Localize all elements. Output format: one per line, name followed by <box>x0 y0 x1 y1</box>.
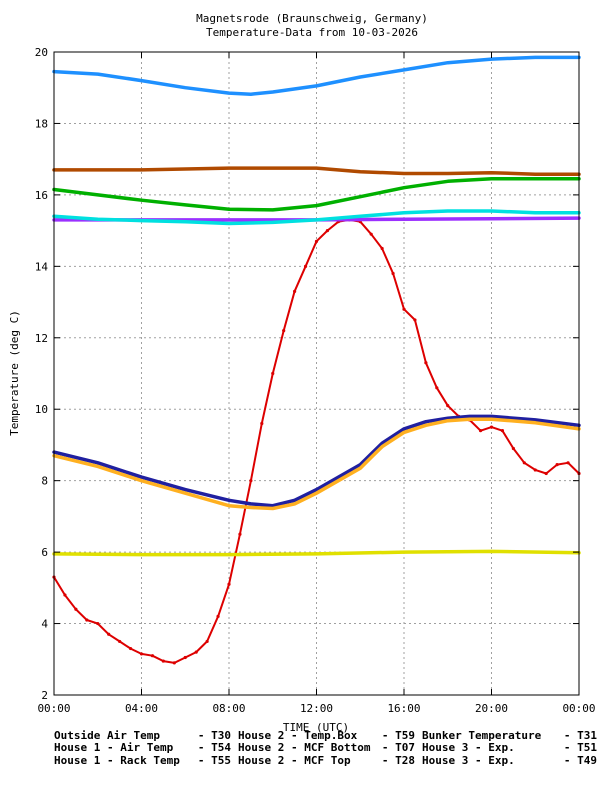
y-tick-label: 16 <box>35 189 48 202</box>
data-point-t30 <box>107 632 111 636</box>
chart-subtitle: Temperature-Data from 10-03-2026 <box>206 26 418 39</box>
y-tick-label: 8 <box>41 475 48 488</box>
y-tick-label: 18 <box>35 117 48 130</box>
data-point-t30 <box>522 461 526 465</box>
legend-entry-code: - T54 <box>198 741 231 754</box>
legend-entry-name: Outside Air Temp <box>54 729 160 742</box>
data-point-t30 <box>260 421 264 426</box>
x-tick-label: 16:00 <box>387 702 420 715</box>
data-point-t30 <box>85 618 89 622</box>
data-point-t30 <box>380 246 384 251</box>
data-point-t30 <box>63 593 67 597</box>
data-point-t30 <box>325 229 330 233</box>
legend-entry-code: - T59 <box>382 729 415 742</box>
series-line-t51 <box>52 414 581 508</box>
data-point-t30 <box>500 429 505 433</box>
data-point-t30 <box>369 232 373 236</box>
data-point-t30 <box>435 386 439 390</box>
data-point-t30 <box>446 404 450 408</box>
legend-entry-name: Bunker Temperature <box>422 729 542 742</box>
data-point-t30 <box>282 329 286 333</box>
legend-entry-code: - T49 <box>564 754 597 767</box>
series-line-t49 <box>52 417 581 511</box>
series-line-t55 <box>52 55 581 96</box>
x-tick-label: 00:00 <box>562 702 595 715</box>
y-tick-label: 6 <box>41 546 48 559</box>
data-point-t30 <box>227 582 231 586</box>
data-point-t30 <box>544 471 548 476</box>
legend-entry-name: House 3 - Exp. <box>422 741 515 754</box>
data-point-t30 <box>314 239 319 243</box>
grid-lines <box>54 52 579 695</box>
x-tick-label: 04:00 <box>125 702 158 715</box>
data-point-t30 <box>249 479 253 483</box>
data-point-t30 <box>303 264 308 268</box>
data-point-t30 <box>183 655 187 660</box>
data-point-t30 <box>424 361 428 365</box>
data-point-t30 <box>533 468 537 472</box>
legend-entry-code: - T07 <box>382 741 415 754</box>
legend-entry-name: House 2 - Temp.Box <box>238 729 358 742</box>
data-point-t30 <box>118 639 122 644</box>
legend-entry-name: House 2 - MCF Bottom <box>238 741 371 754</box>
x-tick-label: 00:00 <box>37 702 70 715</box>
series-line-t54 <box>52 177 581 212</box>
x-tick-label: 20:00 <box>475 702 508 715</box>
data-point-t30 <box>74 607 78 611</box>
data-point-t30 <box>511 446 515 451</box>
legend-entry-code: - T30 <box>198 729 231 742</box>
y-tick-label: 10 <box>35 403 48 416</box>
x-axis-label: TIME (UTC) <box>283 721 349 734</box>
data-point-t30 <box>413 318 417 322</box>
y-axis-label: Temperature (deg C) <box>8 310 21 436</box>
axis-ticks: 2 4 6 8 10 12 14 16 18 20 00:00 04:00 08:00 12:00 16:0… <box>35 46 596 715</box>
y-tick-label: 4 <box>41 618 48 631</box>
data-point-t30 <box>161 659 165 663</box>
x-tick-label: 08:00 <box>212 702 245 715</box>
legend-entry-name: House 1 - Air Temp <box>54 741 174 754</box>
data-point-t30 <box>194 650 198 654</box>
legend-entry-code: - T51 <box>564 741 597 754</box>
data-point-t30 <box>293 289 297 293</box>
series-line-t07 <box>52 209 581 226</box>
legend-entry-name: House 1 - Rack Temp <box>54 754 180 767</box>
series-line-t31 <box>52 549 581 557</box>
data-point-t30 <box>150 654 155 658</box>
data-point-t30 <box>391 271 395 276</box>
y-tick-label: 12 <box>35 332 48 345</box>
data-point-t30 <box>478 429 483 433</box>
series-group <box>52 55 581 665</box>
legend: Outside Air Temp - T30 House 1 - Air Temp -… <box>54 729 597 767</box>
legend-entry-code: - T28 <box>382 754 415 767</box>
legend-entry-code: - T55 <box>198 754 231 767</box>
series-line-t30 <box>53 218 580 664</box>
data-point-t30 <box>205 639 209 644</box>
legend-entry-code: - T31 <box>564 729 597 742</box>
y-tick-label: 20 <box>35 46 48 59</box>
x-tick-label: 12:00 <box>300 702 333 715</box>
data-point-t30 <box>216 614 220 619</box>
series-line-t28 <box>52 166 581 176</box>
y-tick-label: 14 <box>35 260 49 273</box>
data-point-t30 <box>402 307 406 311</box>
data-point-t30 <box>128 646 133 651</box>
y-tick-label: 2 <box>41 689 48 702</box>
data-point-t30 <box>139 652 144 656</box>
data-point-t30 <box>271 371 275 376</box>
legend-entry-name: House 2 - MCF Top <box>238 754 351 767</box>
data-point-t30 <box>555 462 559 467</box>
chart-title: Magnetsrode (Braunschweig, Germany) <box>196 12 428 25</box>
data-point-t30 <box>96 621 100 626</box>
legend-entry-name: House 3 - Exp. <box>422 754 515 767</box>
data-point-t30 <box>566 461 570 465</box>
data-point-t30 <box>172 661 176 665</box>
data-point-t30 <box>489 425 494 429</box>
data-point-t30 <box>238 532 242 536</box>
